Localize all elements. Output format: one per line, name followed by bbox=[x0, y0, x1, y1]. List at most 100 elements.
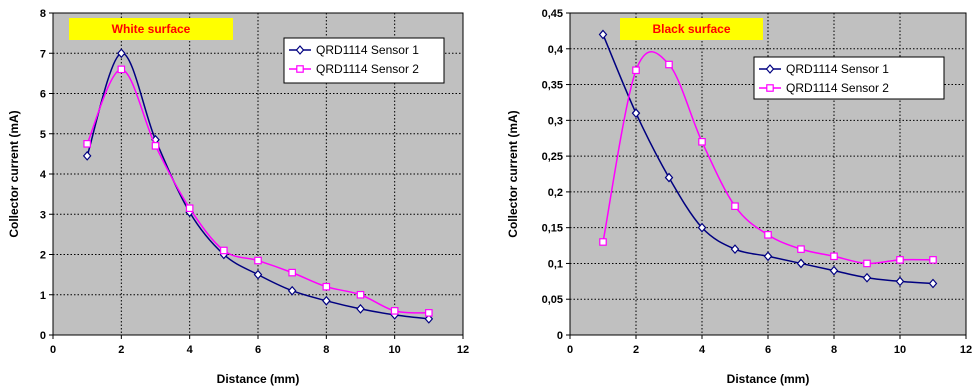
x-tick-label: 2 bbox=[118, 344, 124, 356]
data-point bbox=[288, 268, 296, 277]
legend-marker bbox=[295, 45, 305, 55]
legend-box bbox=[753, 56, 945, 100]
legend-label: QRD1114 Sensor 2 bbox=[786, 81, 889, 95]
y-tick-label: 5 bbox=[40, 129, 46, 141]
y-tick-label: 0,45 bbox=[542, 8, 563, 20]
chart-title: White surface bbox=[112, 22, 191, 36]
data-point bbox=[598, 29, 608, 40]
data-point bbox=[928, 278, 938, 289]
data-point bbox=[287, 285, 297, 296]
data-point bbox=[797, 245, 805, 253]
y-axis-label: Collector current (mA) bbox=[506, 110, 520, 237]
data-point bbox=[896, 256, 904, 264]
x-tick-label: 2 bbox=[633, 344, 639, 356]
y-tick-label: 0 bbox=[40, 330, 46, 342]
x-tick-label: 12 bbox=[960, 344, 972, 356]
title-box bbox=[620, 18, 763, 40]
x-tick-label: 6 bbox=[765, 344, 771, 356]
series-line bbox=[86, 68, 429, 314]
data-point bbox=[631, 108, 641, 119]
chart-title: Black surface bbox=[652, 22, 730, 36]
data-point bbox=[763, 251, 773, 262]
legend-marker bbox=[765, 64, 775, 74]
legend-box bbox=[283, 37, 445, 84]
data-point bbox=[698, 138, 706, 146]
x-tick-label: 8 bbox=[323, 344, 329, 356]
data-point bbox=[322, 282, 331, 291]
x-tick-label: 10 bbox=[389, 344, 401, 356]
x-tick-label: 12 bbox=[457, 344, 469, 356]
data-point bbox=[697, 222, 707, 233]
data-point bbox=[253, 269, 263, 280]
y-tick-label: 7 bbox=[40, 48, 46, 60]
series-2 bbox=[599, 51, 937, 268]
y-tick-label: 3 bbox=[40, 209, 46, 221]
data-point bbox=[895, 276, 905, 287]
legend: QRD1114 Sensor 1 QRD1114 Sensor 2 bbox=[753, 56, 945, 100]
y-tick-label: 0,1 bbox=[548, 258, 563, 270]
y-tick-label: 2 bbox=[40, 250, 46, 262]
x-tick-label: 4 bbox=[699, 344, 706, 356]
data-point bbox=[254, 256, 262, 265]
x-tick-label: 0 bbox=[567, 344, 573, 356]
y-tick-label: 0,35 bbox=[542, 80, 563, 92]
data-point bbox=[830, 252, 838, 261]
y-tick-label: 0,3 bbox=[548, 115, 563, 127]
y-tick-label: 0,25 bbox=[542, 151, 563, 163]
data-point bbox=[665, 60, 673, 69]
chart-panel-2: 0 2 4 6 8 10 12 0 0,05 0,1 0,15 0,2 0,25 0,3 0,35 0,4 0,… bbox=[506, 8, 972, 386]
y-tick-label: 0,15 bbox=[542, 223, 563, 235]
y-tick-label: 0,2 bbox=[548, 187, 563, 199]
data-point bbox=[356, 290, 365, 299]
y-tick-label: 0,05 bbox=[542, 294, 563, 306]
y-tick-label: 8 bbox=[40, 8, 46, 20]
data-point bbox=[117, 65, 126, 74]
y-tick-label: 4 bbox=[40, 169, 47, 181]
series-line bbox=[86, 52, 429, 320]
legend-label: QRD1114 Sensor 1 bbox=[786, 62, 889, 76]
data-point bbox=[863, 259, 871, 268]
data-point bbox=[764, 231, 772, 239]
data-point bbox=[82, 150, 92, 161]
series-2 bbox=[83, 65, 433, 317]
legend-label: QRD1114 Sensor 1 bbox=[316, 43, 419, 57]
y-tick-label: 0 bbox=[557, 330, 563, 342]
legend-marker bbox=[296, 65, 304, 73]
y-tick-label: 1 bbox=[40, 290, 46, 302]
data-point bbox=[929, 256, 937, 264]
x-tick-label: 4 bbox=[187, 344, 194, 356]
data-point bbox=[730, 244, 740, 255]
x-tick-label: 10 bbox=[894, 344, 906, 356]
data-point bbox=[425, 309, 433, 317]
y-tick-label: 0,4 bbox=[548, 44, 564, 56]
y-tick-label: 6 bbox=[40, 89, 46, 101]
data-point bbox=[356, 303, 365, 314]
x-axis-label: Distance (mm) bbox=[727, 372, 810, 386]
x-tick-label: 0 bbox=[50, 344, 56, 356]
data-point bbox=[220, 246, 228, 255]
title-box bbox=[69, 18, 233, 40]
data-point bbox=[83, 140, 91, 148]
data-point bbox=[185, 204, 194, 213]
data-point bbox=[599, 238, 607, 246]
data-point bbox=[424, 313, 434, 324]
legend-label: QRD1114 Sensor 2 bbox=[316, 62, 419, 76]
data-point bbox=[632, 66, 640, 75]
data-point bbox=[664, 172, 674, 183]
data-point bbox=[829, 265, 839, 276]
data-point bbox=[390, 307, 399, 315]
data-point bbox=[796, 258, 806, 269]
x-tick-label: 8 bbox=[831, 344, 837, 356]
x-axis-label: Distance (mm) bbox=[217, 372, 300, 386]
legend-marker bbox=[766, 84, 774, 92]
data-point bbox=[117, 48, 126, 59]
series-1 bbox=[598, 29, 938, 289]
y-axis-label: Collector current (mA) bbox=[7, 110, 21, 237]
data-point bbox=[322, 295, 331, 306]
x-tick-label: 6 bbox=[255, 344, 261, 356]
data-point bbox=[151, 142, 160, 150]
legend: QRD1114 Sensor 1 QRD1114 Sensor 2 bbox=[283, 37, 445, 84]
data-point bbox=[862, 272, 872, 283]
